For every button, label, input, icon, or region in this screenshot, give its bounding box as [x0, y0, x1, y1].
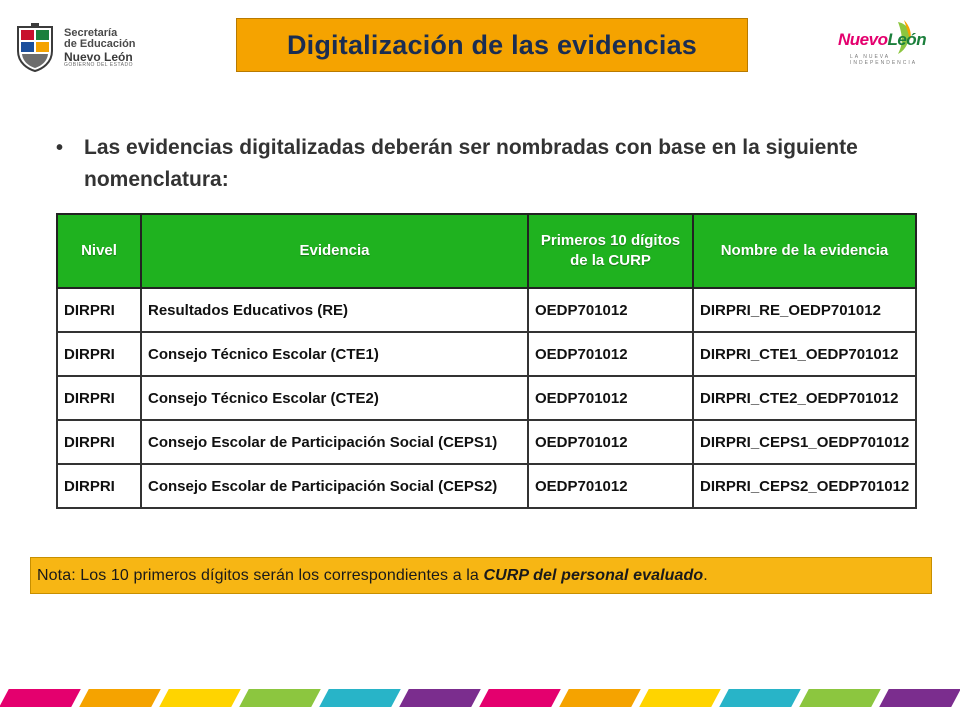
- logo-line-3: Nuevo León: [64, 49, 133, 64]
- cell-nombre: DIRPRI_CTE2_OEDP701012: [692, 375, 917, 421]
- cell-curp: OEDP701012: [527, 419, 694, 465]
- slide-title-box: Digitalización de las evidencias: [236, 18, 748, 72]
- stripe-segment: [239, 689, 321, 707]
- stripe-segment: [719, 689, 801, 707]
- header-curp: Primeros 10 dígitos de la CURP: [527, 213, 694, 289]
- state-seal-icon: [17, 23, 53, 73]
- stripe-segment: [559, 689, 641, 707]
- cell-nombre: DIRPRI_CEPS1_OEDP701012: [692, 419, 917, 465]
- stripe-segment: [639, 689, 721, 707]
- cell-nivel: DIRPRI: [56, 287, 142, 333]
- cell-evidencia: Consejo Técnico Escolar (CTE2): [140, 375, 529, 421]
- nuevo-leon-swoosh-icon: [898, 20, 911, 54]
- nomenclature-table-container: Nivel Evidencia Primeros 10 dígitos de l…: [56, 213, 917, 509]
- wordmark-nuevo: Nuevo: [838, 30, 888, 49]
- table-row: DIRPRI Consejo Técnico Escolar (CTE2) OE…: [56, 375, 917, 421]
- nomenclature-table: Nivel Evidencia Primeros 10 dígitos de l…: [56, 213, 917, 509]
- cell-evidencia: Resultados Educativos (RE): [140, 287, 529, 333]
- stripe-segment: [0, 689, 81, 707]
- table-row: DIRPRI Consejo Técnico Escolar (CTE1) OE…: [56, 331, 917, 377]
- stripe-segment: [159, 689, 241, 707]
- bullet-dot-icon: •: [56, 137, 64, 159]
- table-row: DIRPRI Consejo Escolar de Participación …: [56, 419, 917, 465]
- cell-evidencia: Consejo Escolar de Participación Social …: [140, 419, 529, 465]
- stripe-segment: [399, 689, 481, 707]
- bullet-point: • Las evidencias digitalizadas deberán s…: [56, 132, 864, 196]
- logo-line-2: de Educación: [64, 38, 136, 51]
- cell-nombre: DIRPRI_CTE1_OEDP701012: [692, 331, 917, 377]
- note-prefix: Nota: Los 10 primeros dígitos serán los …: [37, 566, 484, 584]
- note-suffix: .: [703, 566, 708, 584]
- cell-curp: OEDP701012: [527, 331, 694, 377]
- bullet-text: Las evidencias digitalizadas deberán ser…: [84, 136, 858, 191]
- cell-nombre: DIRPRI_CEPS2_OEDP701012: [692, 463, 917, 509]
- logo-line-4: GOBIERNO DEL ESTADO: [64, 62, 133, 69]
- footer-color-stripe: [0, 689, 960, 707]
- note-emphasis: CURP del personal evaluado: [483, 566, 704, 584]
- cell-curp: OEDP701012: [527, 463, 694, 509]
- table-row: DIRPRI Consejo Escolar de Participación …: [56, 463, 917, 509]
- cell-nombre: DIRPRI_RE_OEDP701012: [692, 287, 917, 333]
- wordmark-tagline: LA NUEVA INDEPENDENCIA: [850, 54, 918, 66]
- stripe-segment: [319, 689, 401, 707]
- table-row: DIRPRI Resultados Educativos (RE) OEDP70…: [56, 287, 917, 333]
- header-evidencia: Evidencia: [140, 213, 529, 289]
- stripe-segment: [799, 689, 881, 707]
- logo-line-1: Secretaría: [64, 26, 118, 39]
- cell-nivel: DIRPRI: [56, 419, 142, 465]
- note-box: Nota: Los 10 primeros dígitos serán los …: [30, 557, 932, 594]
- table-header-row: Nivel Evidencia Primeros 10 dígitos de l…: [56, 213, 917, 289]
- nuevo-leon-wordmark: NuevoLeón: [838, 30, 927, 50]
- cell-curp: OEDP701012: [527, 375, 694, 421]
- cell-nivel: DIRPRI: [56, 375, 142, 421]
- wordmark-leon: León: [887, 30, 927, 49]
- slide-title: Digitalización de las evidencias: [286, 29, 698, 60]
- stripe-segment: [79, 689, 161, 707]
- header-nivel: Nivel: [56, 213, 142, 289]
- nuevo-leon-logo: NuevoLeón LA NUEVA INDEPENDENCIA: [838, 20, 950, 74]
- stripe-segment: [879, 689, 960, 707]
- header-nombre: Nombre de la evidencia: [692, 213, 917, 289]
- cell-evidencia: Consejo Escolar de Participación Social …: [140, 463, 529, 509]
- cell-nivel: DIRPRI: [56, 331, 142, 377]
- cell-evidencia: Consejo Técnico Escolar (CTE1): [140, 331, 529, 377]
- cell-curp: OEDP701012: [527, 287, 694, 333]
- secretaria-educacion-logo: Secretaría de Educación Nuevo León GOBIE…: [12, 20, 142, 76]
- stripe-segment: [479, 689, 561, 707]
- cell-nivel: DIRPRI: [56, 463, 142, 509]
